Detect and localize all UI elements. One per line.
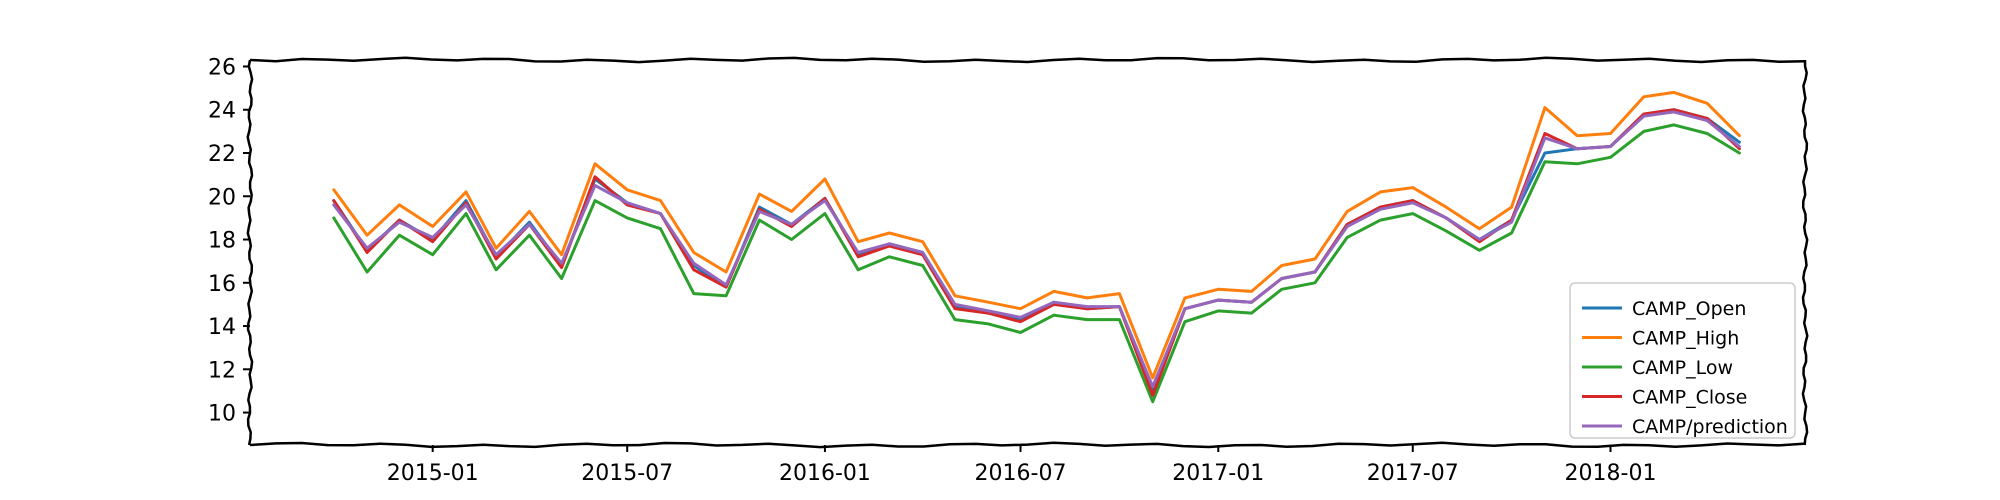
y-tick-label: 20: [208, 185, 236, 210]
plot-border-bottom: [249, 441, 1806, 449]
y-tick-label: 16: [208, 272, 236, 297]
plot-border-right: [1801, 59, 1809, 446]
legend-label: CAMP_Open: [1632, 298, 1746, 320]
x-tick-label: 2016-01: [779, 461, 871, 486]
y-tick-label: 12: [208, 358, 236, 383]
y-axis: 10 12 14 16 18 20 22 24 26: [208, 55, 250, 427]
series-line: [332, 110, 1741, 389]
x-tick-label: 2016-07: [975, 461, 1067, 486]
x-tick-label: 2015-07: [581, 461, 673, 486]
y-tick-label: 10: [208, 402, 236, 427]
plot-border-left: [246, 59, 254, 446]
legend: CAMP_Open CAMP_High CAMP_Low CAMP_Close CAMP…: [1569, 282, 1796, 439]
y-tick-label: 22: [208, 142, 236, 167]
plot-border-top: [249, 56, 1806, 64]
series-line: [332, 90, 1741, 380]
x-tick-label: 2018-01: [1565, 461, 1657, 486]
x-axis: 2015-01 2015-07 2016-01 2016-07 2017-01 2017-…: [387, 445, 1657, 486]
x-tick-label: 2015-01: [387, 461, 479, 486]
legend-box: [1569, 282, 1796, 439]
y-tick-label: 18: [208, 229, 236, 254]
series-layer: [332, 90, 1741, 404]
legend-label: CAMP/prediction: [1632, 416, 1788, 438]
y-tick-label: 26: [208, 55, 236, 80]
x-tick-label: 2017-07: [1367, 461, 1459, 486]
series-line: [332, 123, 1741, 404]
legend-label: CAMP_High: [1632, 328, 1739, 350]
legend-label: CAMP_Close: [1632, 387, 1747, 409]
x-tick-label: 2017-01: [1172, 461, 1264, 486]
legend-label: CAMP_Low: [1632, 357, 1733, 379]
y-tick-label: 14: [208, 315, 236, 340]
y-tick-label: 24: [208, 99, 236, 124]
plot-frame: [246, 56, 1809, 449]
